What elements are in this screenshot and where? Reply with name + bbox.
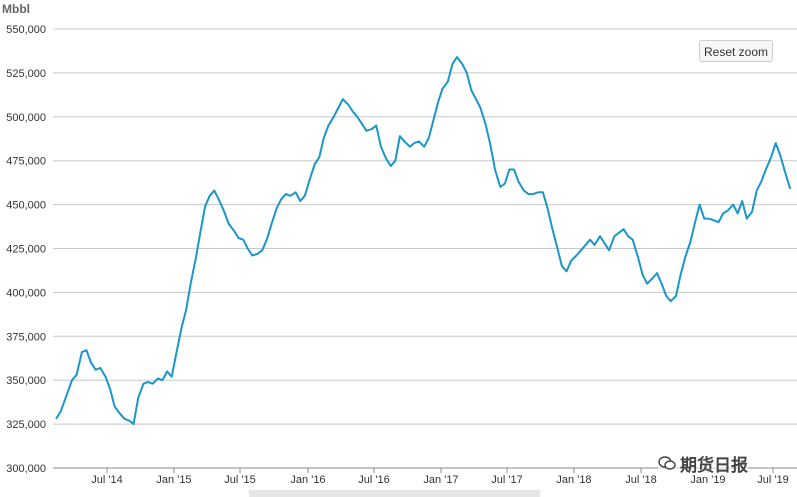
- series-line[interactable]: [55, 56, 792, 426]
- x-tick-label: Jan '19: [690, 474, 725, 486]
- watermark: 期货日报: [658, 452, 748, 475]
- y-tick-label: 300,000: [6, 463, 46, 475]
- x-tick-label: Jan '15: [156, 474, 191, 486]
- y-tick-label: 525,000: [6, 68, 46, 80]
- series-layer: [55, 56, 792, 426]
- y-tick-label: 475,000: [6, 156, 46, 168]
- x-tick-label: Jul '14: [91, 474, 122, 486]
- y-tick-label: 550,000: [6, 24, 46, 36]
- y-tick-label: 500,000: [6, 112, 46, 124]
- y-tick-label: 325,000: [6, 419, 46, 431]
- y-tick-label: 425,000: [6, 244, 46, 256]
- y-tick-label: 350,000: [6, 375, 46, 387]
- x-tick-label: Jan '16: [290, 474, 325, 486]
- x-axis-ticks: Jul '14 Jan '15 Jul '15 Jan '16 Jul '16 Jan '…: [91, 468, 789, 486]
- y-tick-label: 400,000: [6, 287, 46, 299]
- reset-zoom-button[interactable]: Reset zoom: [699, 40, 773, 62]
- y-axis-ticks: 300,000 325,000 350,000 375,000 400,000 425,0…: [6, 24, 46, 475]
- grid-lines: [53, 28, 797, 425]
- x-tick-label: Jan '17: [423, 474, 458, 486]
- y-tick-label: 375,000: [6, 331, 46, 343]
- x-tick-label: Jul '19: [757, 474, 788, 486]
- x-tick-label: Jul '16: [358, 474, 389, 486]
- navigator-scrollbar[interactable]: [249, 490, 540, 497]
- x-tick-label: Jul '18: [625, 474, 656, 486]
- x-tick-label: Jan '18: [556, 474, 591, 486]
- x-tick-label: Jul '15: [224, 474, 255, 486]
- y-tick-label: 450,000: [6, 200, 46, 212]
- y-axis-label: Mbbl: [2, 2, 30, 16]
- watermark-text: 期货日报: [680, 455, 748, 475]
- x-tick-label: Jul '17: [491, 474, 522, 486]
- wechat-icon: [658, 456, 676, 470]
